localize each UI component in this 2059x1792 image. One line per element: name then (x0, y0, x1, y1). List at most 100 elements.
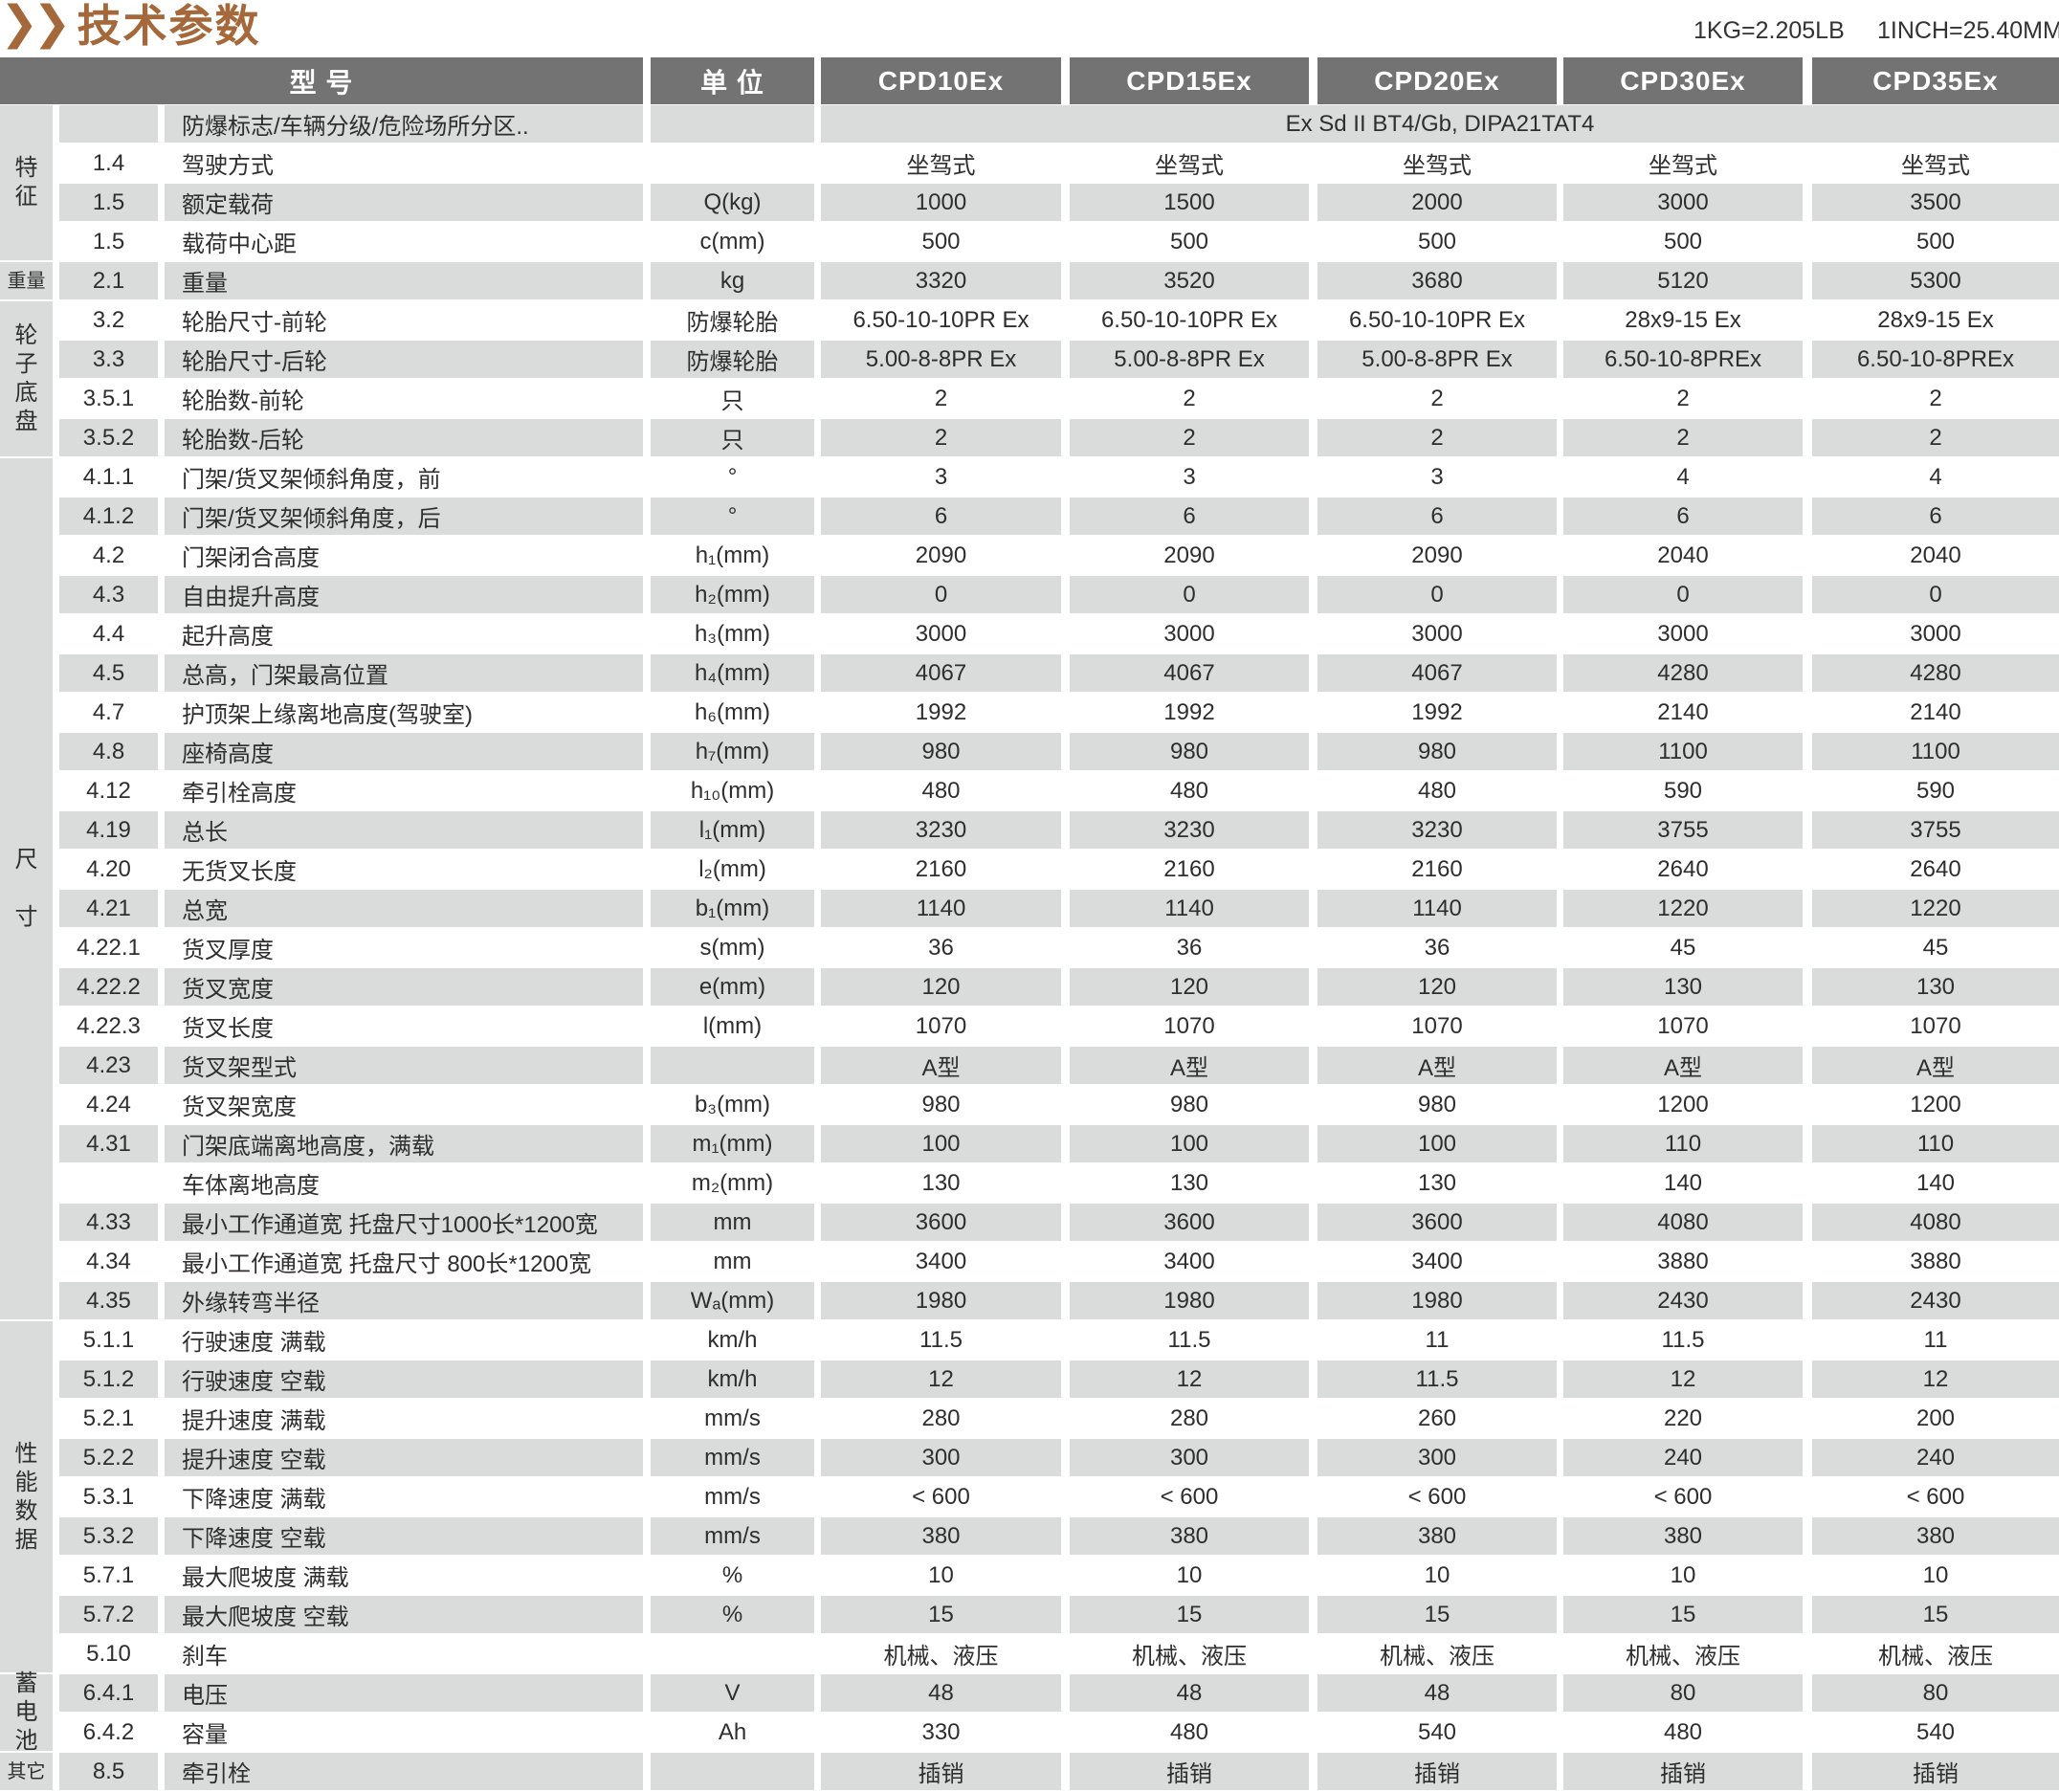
row-value: A型 (1070, 1047, 1309, 1084)
row-value: 1070 (1910, 1012, 1961, 1039)
row-value: 3755 (1563, 811, 1803, 849)
row-number: 1.5 (92, 228, 125, 254)
row-number: 4.1.2 (59, 498, 158, 535)
row-value: 3000 (1563, 184, 1803, 221)
row-value: 28x9-15 Ex (1877, 306, 1994, 333)
row-unit (651, 1047, 814, 1084)
row-value: 3000 (1910, 620, 1961, 647)
row-value: 980 (1169, 1091, 1209, 1117)
row-value: 0 (1070, 576, 1309, 613)
row-value: 2430 (1812, 1282, 2059, 1319)
row-number: 4.33 (59, 1204, 158, 1241)
row-unit: h₁₀(mm) (690, 777, 775, 804)
double-chevron-right-icon: ❯❯ (0, 0, 71, 49)
row-value: 380 (1563, 1517, 1803, 1555)
row-value: 插销 (821, 1753, 1061, 1790)
row-number: 5.7.1 (82, 1561, 135, 1588)
row-number: 4.19 (59, 811, 158, 849)
row-number: 5.3.1 (82, 1483, 135, 1510)
row-value: 3230 (1317, 811, 1557, 849)
row-name: 最小工作通道宽 托盘尺寸 800长*1200宽 (182, 1251, 592, 1277)
row-name: 最大爬坡度 空载 (165, 1596, 643, 1633)
row-value: 2160 (915, 855, 967, 882)
row-unit: b₃(mm) (694, 1091, 771, 1117)
weight-conversion: 1KG=2.205LB (1694, 17, 1845, 44)
row-number: 5.3.2 (59, 1517, 158, 1555)
row-value: A型 (1563, 1047, 1803, 1084)
row-unit: Wₐ(mm) (651, 1282, 814, 1319)
title-text: 技术参数 (77, 1, 261, 51)
row-unit: % (651, 1596, 814, 1633)
row-value: 590 (1663, 777, 1703, 804)
row-value: 36 (1424, 934, 1450, 961)
row-value: 5.00-8-8PR Ex (821, 341, 1061, 378)
header-model-1: CPD15Ex (1070, 57, 1309, 104)
row-value: 6.50-10-10PR Ex (1348, 306, 1526, 333)
row-unit (651, 1635, 814, 1672)
row-value: 6 (1070, 498, 1309, 535)
row-value: 4080 (1812, 1204, 2059, 1241)
row-value: 插销 (1812, 1753, 2059, 1790)
row-name: 总宽 (165, 890, 643, 927)
row-unit: m₂(mm) (691, 1169, 774, 1196)
row-value: 100 (821, 1125, 1061, 1162)
row-name: 门架闭合高度 (182, 545, 320, 571)
row-value: 1000 (821, 184, 1061, 221)
row-value: 12 (1563, 1361, 1803, 1398)
row-value: 3 (934, 463, 948, 490)
row-value: 980 (921, 1091, 961, 1117)
row-value: 80 (1812, 1674, 2059, 1712)
row-unit: mm/s (651, 1439, 814, 1476)
row-value: 1980 (821, 1282, 1061, 1319)
row-unit: V (651, 1674, 814, 1712)
row-unit: 只 (720, 388, 744, 414)
row-value: 1140 (1070, 890, 1309, 927)
row-value: < 600 (1407, 1483, 1467, 1510)
row-value: 280 (921, 1405, 961, 1431)
row-value: 2 (1563, 419, 1803, 456)
row-number: 4.7 (92, 698, 125, 725)
row-value: 10 (928, 1561, 954, 1588)
row-value: 4067 (821, 654, 1061, 692)
row-value: 1980 (1070, 1282, 1309, 1319)
row-value: 机械、液压 (1626, 1644, 1740, 1670)
row-value: 6.50-10-10PR Ex (1100, 306, 1278, 333)
row-value: < 600 (1653, 1483, 1713, 1510)
row-value: 120 (1317, 968, 1557, 1006)
row-number (59, 1164, 158, 1202)
row-value: 11.5 (1317, 1361, 1557, 1398)
row-value: 100 (1070, 1125, 1309, 1162)
row-value: 1140 (1317, 890, 1557, 927)
row-unit: km/h (707, 1326, 758, 1353)
row-number: 4.23 (59, 1047, 158, 1084)
row-value: 980 (821, 733, 1061, 770)
row-value: 15 (1070, 1596, 1309, 1633)
row-value: 200 (1915, 1405, 1956, 1431)
row-unit: % (721, 1561, 743, 1588)
group-label: 蓄 电 池 (0, 1670, 53, 1754)
row-value: 130 (921, 1169, 961, 1196)
row-number: 4.22.1 (77, 934, 141, 961)
row-number: 4.8 (59, 733, 158, 770)
row-value: 480 (1417, 777, 1457, 804)
row-value: 3880 (1657, 1248, 1709, 1274)
row-name: 提升速度 满载 (182, 1408, 326, 1434)
row-value: 15 (1812, 1596, 2059, 1633)
header-unit: 单 位 (651, 57, 814, 104)
row-value: 300 (1070, 1439, 1309, 1476)
row-number: 4.24 (86, 1091, 131, 1117)
row-name: 总高，门架最高位置 (165, 654, 643, 692)
row-value: 480 (1169, 777, 1209, 804)
row-value: 300 (821, 1439, 1061, 1476)
row-number: 4.3 (59, 576, 158, 613)
row-number: 5.1.1 (82, 1326, 135, 1353)
row-value: 48 (1070, 1674, 1309, 1712)
row-value: 坐驾式 (1901, 153, 1970, 179)
group-label: 重量 (0, 262, 53, 299)
row-unit (651, 105, 814, 143)
row-value: 140 (1663, 1169, 1703, 1196)
row-unit: e(mm) (651, 968, 814, 1006)
row-number: 4.34 (86, 1248, 131, 1274)
row-value: 980 (1317, 733, 1557, 770)
row-name: 容量 (182, 1722, 228, 1748)
